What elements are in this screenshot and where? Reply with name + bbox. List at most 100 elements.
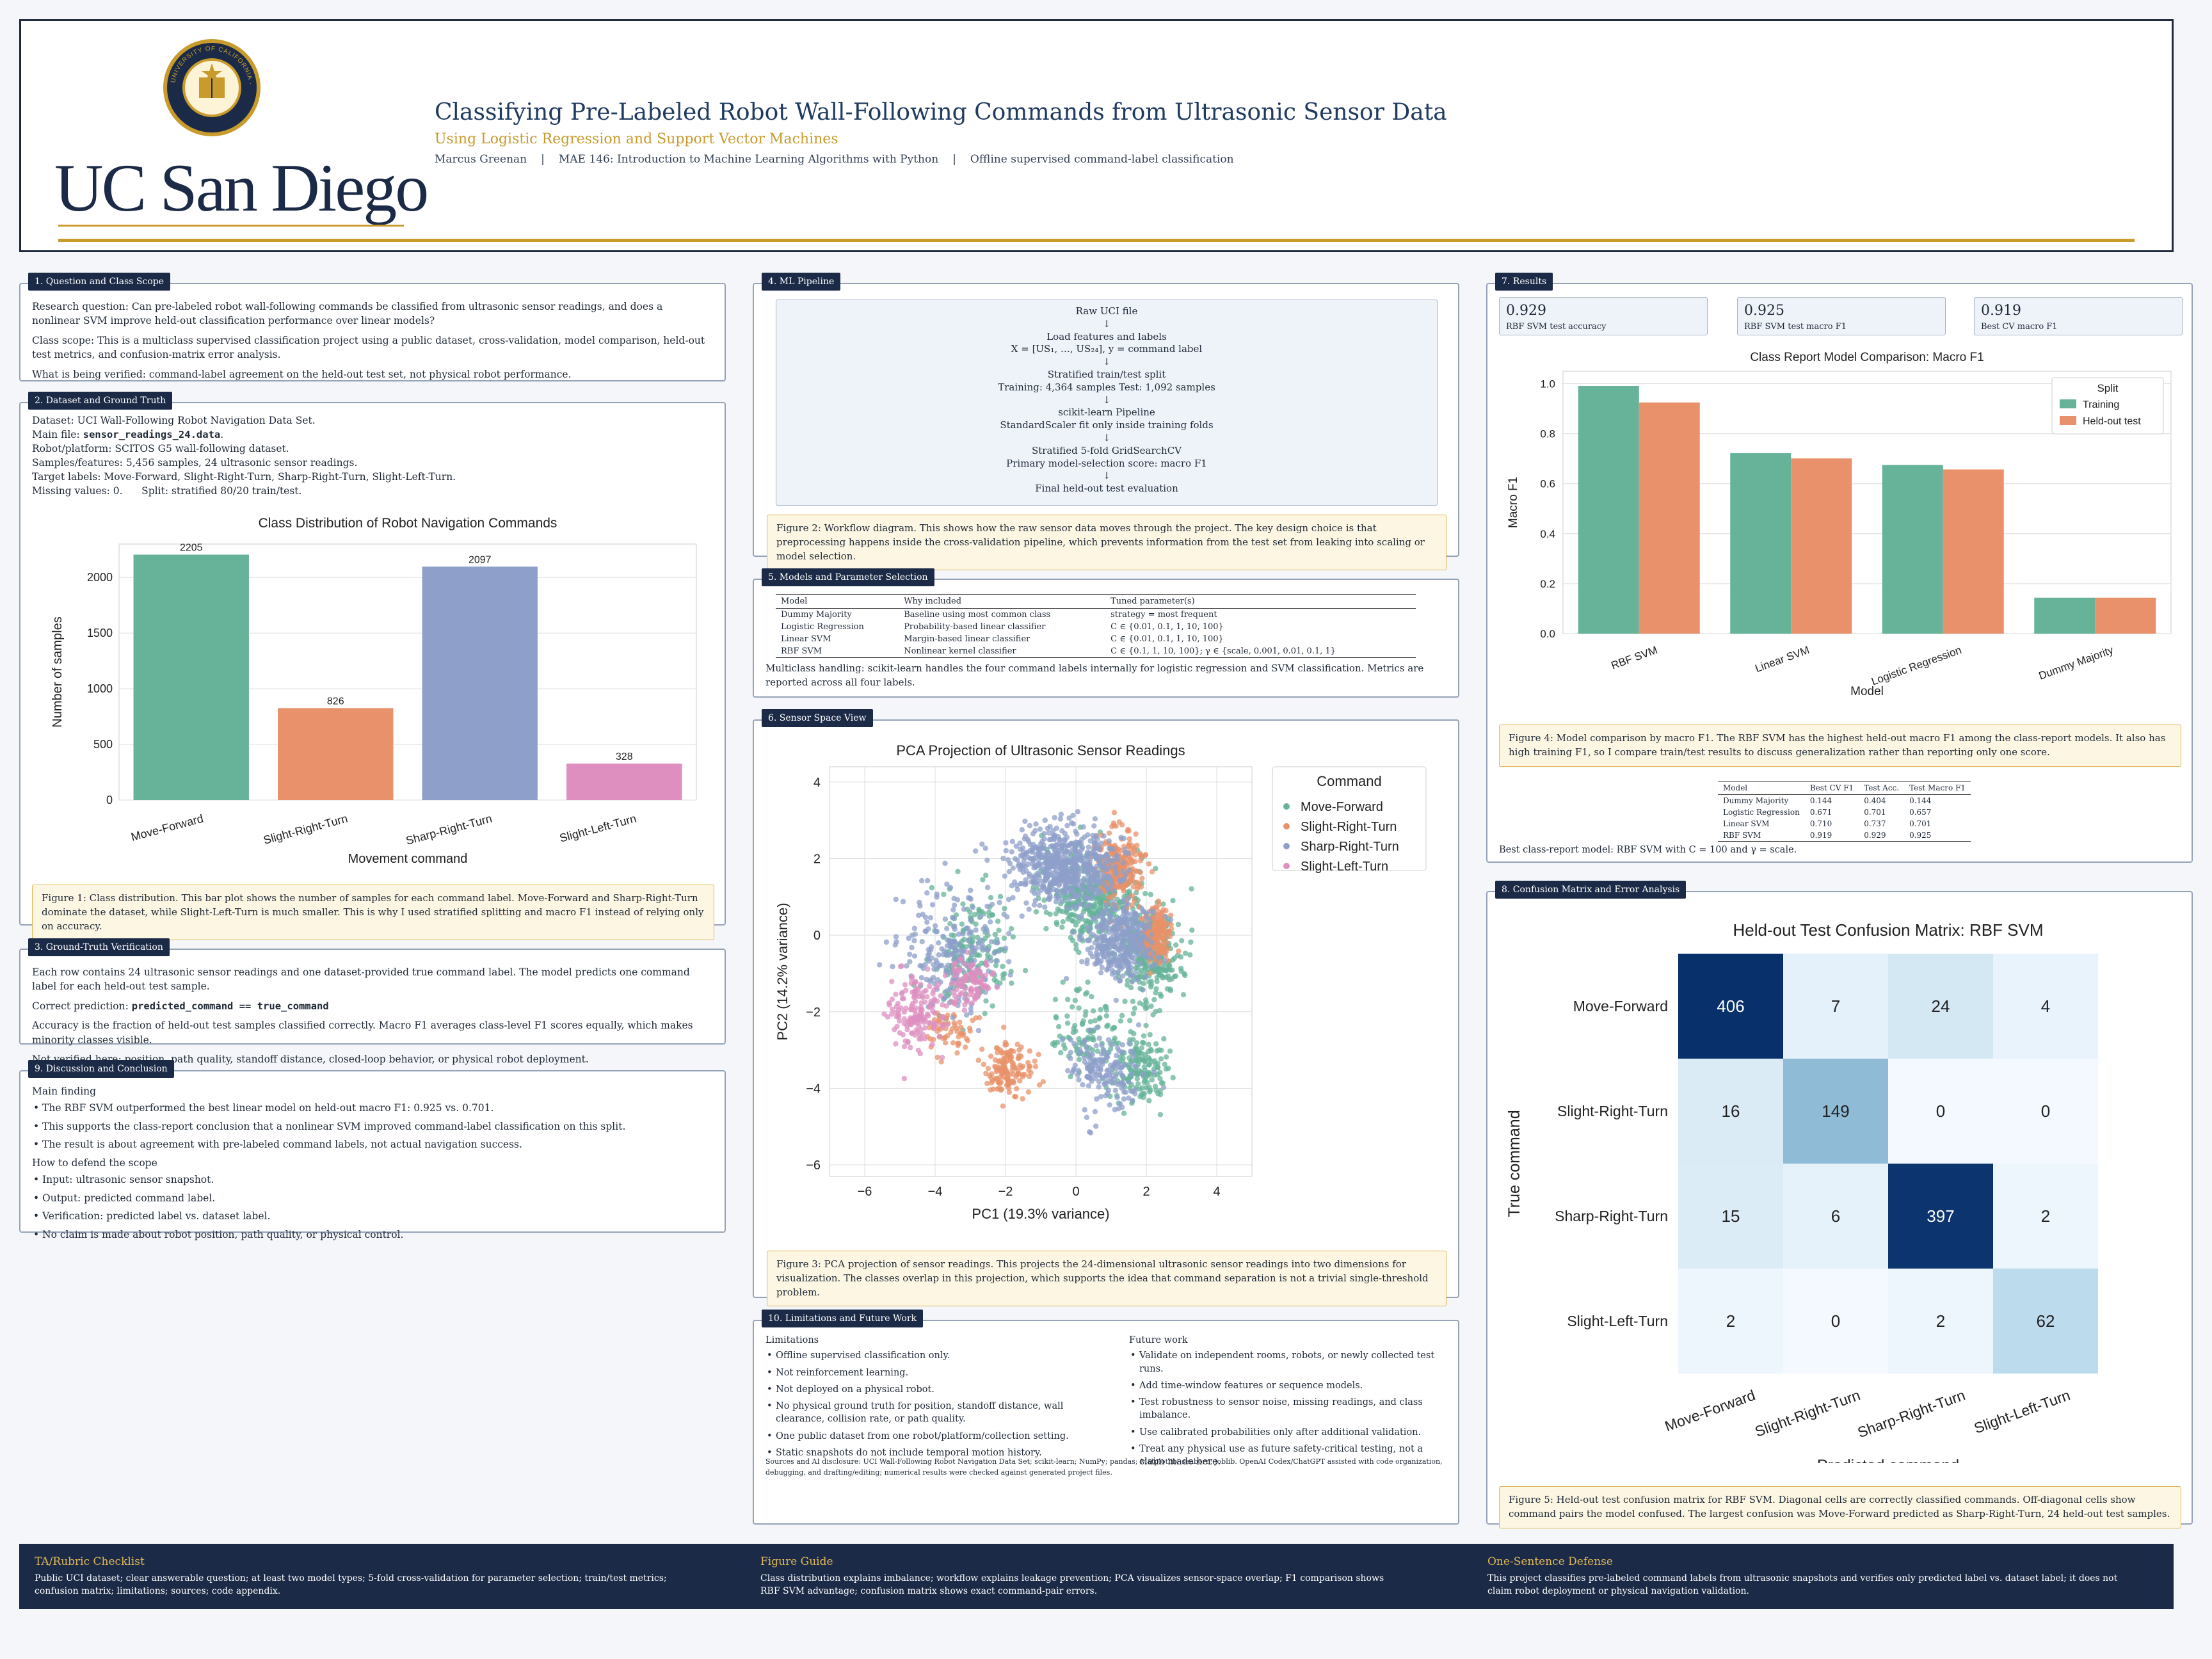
pipeline-step: X = [US₁, …, US₂₄], y = command label	[1011, 343, 1203, 355]
scatter-point	[1118, 1018, 1124, 1024]
scatter-point	[1189, 927, 1195, 933]
scatter-point	[1140, 1071, 1146, 1078]
scatter-point	[1017, 840, 1023, 846]
scatter-point	[1085, 979, 1091, 985]
scatter-point	[1122, 934, 1128, 940]
scatter-point	[903, 1006, 909, 1011]
scatter-point	[917, 1032, 922, 1038]
cell-value: 406	[1717, 997, 1744, 1016]
scatter-point	[910, 1000, 916, 1006]
scatter-point	[1143, 1085, 1149, 1091]
scatter-point	[913, 986, 919, 992]
scatter-point	[1012, 856, 1018, 862]
heatmap-cell	[1783, 1269, 1888, 1374]
scatter-point	[1050, 832, 1056, 838]
scatter-point	[940, 952, 946, 958]
scatter-point	[1002, 971, 1007, 977]
kpi-test-accuracy: 0.929 RBF SVM test accuracy	[1499, 297, 1708, 335]
limitation-item: Not deployed on a physical robot.	[765, 1383, 1111, 1397]
scatter-point	[990, 1003, 995, 1009]
scatter-point	[1077, 1049, 1082, 1055]
scatter-point	[1114, 1053, 1119, 1059]
scatter-point	[965, 949, 971, 955]
section-tag: 2. Dataset and Ground Truth	[28, 392, 173, 410]
scatter-point	[1102, 895, 1108, 901]
x-tick-label: −2	[998, 1185, 1013, 1199]
scatter-point	[970, 1018, 975, 1023]
scatter-point	[1134, 1040, 1140, 1046]
scatter-point	[1064, 1020, 1071, 1026]
cell-value: 2	[1726, 1311, 1735, 1331]
scatter-point	[1125, 960, 1131, 966]
scatter-point	[995, 1050, 1000, 1055]
scope: Offline supervised command-label classif…	[970, 153, 1234, 166]
scatter-point	[966, 992, 972, 998]
scatter-point	[1134, 914, 1141, 920]
scatter-point	[1077, 882, 1082, 888]
scatter-point	[929, 902, 936, 908]
scatter-point	[1026, 1063, 1032, 1069]
scatter-point	[1167, 986, 1173, 992]
scatter-point	[1089, 993, 1094, 1000]
scatter-point	[1039, 854, 1045, 861]
x-tick-label: Logistic Regression	[1870, 644, 1963, 688]
scatter-point	[1105, 1091, 1110, 1096]
scatter-point	[1072, 846, 1078, 852]
scatter-point	[965, 937, 971, 943]
scatter-point	[993, 963, 999, 968]
legend-marker	[2060, 399, 2076, 408]
scatter-point	[1046, 830, 1052, 836]
table-header-row: Model Why included Tuned parameter(s)	[776, 594, 1416, 609]
scatter-point	[893, 896, 899, 902]
section-sensor-space: 6. Sensor Space View PCA Projection of U…	[753, 709, 1459, 1307]
scatter-point	[978, 913, 984, 920]
scatter-point	[1046, 889, 1052, 895]
scatter-point	[968, 962, 974, 968]
scatter-point	[1101, 872, 1107, 879]
scatter-point	[1086, 1129, 1093, 1135]
scatter-point	[1151, 909, 1157, 915]
scatter-point	[908, 1015, 913, 1021]
scatter-point	[931, 981, 938, 986]
scatter-point	[1169, 926, 1174, 932]
scatter-point	[1062, 874, 1068, 879]
table-cell: C ∈ {0.01, 0.1, 1, 10, 100}	[1110, 622, 1224, 632]
scatter-point	[1130, 954, 1135, 961]
scatter-point	[1007, 860, 1013, 867]
scatter-point	[1133, 965, 1139, 971]
table-header: Test Acc.	[1859, 781, 1905, 795]
scatter-point	[944, 881, 950, 887]
scatter-point	[1081, 1039, 1087, 1045]
scatter-point	[960, 931, 966, 937]
scatter-point	[951, 1020, 957, 1026]
scatter-point	[933, 929, 939, 934]
scatter-point	[1142, 1006, 1149, 1011]
scatter-point	[1139, 876, 1145, 881]
heatmap-cell	[1888, 1269, 1993, 1374]
scatter-point	[1078, 901, 1084, 907]
scatter-point	[1094, 870, 1100, 876]
scatter-point	[1030, 858, 1036, 863]
table-header: Best CV F1	[1804, 781, 1859, 795]
scatter-point	[979, 1046, 985, 1052]
scatter-point	[902, 1038, 908, 1044]
scatter-point	[900, 899, 906, 904]
future-work-list: Validate on independent rooms, robots, o…	[1129, 1349, 1449, 1468]
scatter-point	[993, 1045, 1000, 1051]
scatter-point	[1110, 950, 1116, 956]
scatter-point	[1136, 880, 1142, 886]
scatter-point	[1098, 1094, 1104, 1100]
y-tick-label: 2000	[87, 571, 113, 584]
scatter-point	[1113, 1066, 1119, 1071]
scatter-point	[1020, 862, 1027, 869]
scatter-point	[912, 1032, 918, 1038]
bar	[422, 566, 538, 800]
scatter-point	[1070, 886, 1075, 892]
legend-label: Sharp-Right-Turn	[1301, 840, 1399, 854]
scatter-point	[924, 890, 930, 896]
legend-label: Held-out test	[2083, 416, 2141, 427]
scatter-point	[1162, 913, 1168, 920]
scatter-point	[1102, 933, 1107, 939]
scatter-point	[969, 945, 975, 951]
scatter-point	[1151, 1058, 1158, 1064]
